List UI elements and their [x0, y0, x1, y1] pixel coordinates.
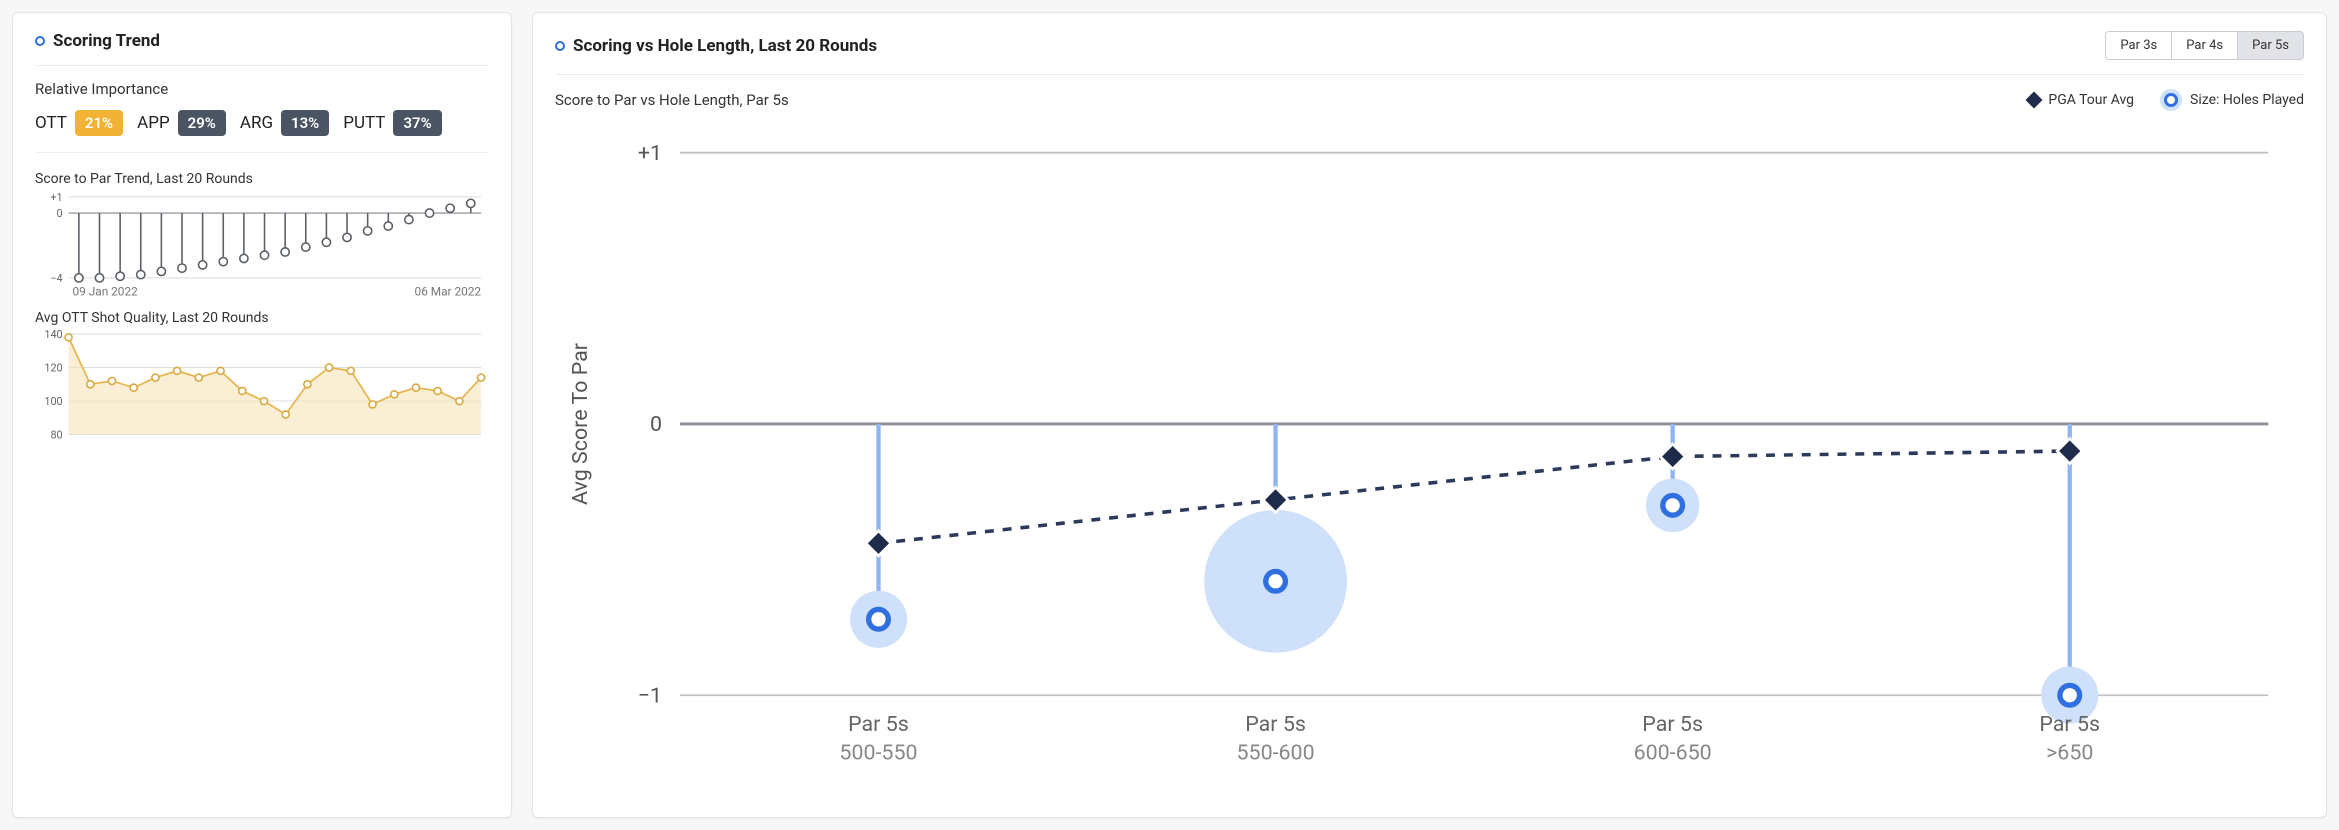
chart-subtitle: Score to Par vs Hole Length, Par 5s: [555, 91, 789, 109]
legend-bubble-label: Size: Holes Played: [2190, 92, 2304, 108]
svg-text:550-600: 550-600: [1237, 740, 1315, 765]
svg-text:+1: +1: [50, 191, 62, 204]
hole-length-card: Scoring vs Hole Length, Last 20 Rounds P…: [532, 12, 2327, 818]
svg-text:Par 5s: Par 5s: [1245, 712, 1306, 737]
svg-text:140: 140: [44, 330, 62, 341]
svg-text:Par 5s: Par 5s: [2039, 712, 2100, 737]
importance-badge: 21%: [75, 110, 123, 136]
diamond-icon: [2026, 92, 2043, 109]
score-trend-chart: +1 0 −4 09 Jan 2022 06 Mar 2022: [35, 191, 489, 300]
tab-par[interactable]: Par 3s: [2106, 32, 2172, 59]
bullet-icon: [555, 41, 565, 51]
par-tabs: Par 3sPar 4sPar 5s: [2105, 31, 2304, 60]
svg-text:Par 5s: Par 5s: [1642, 712, 1703, 737]
tab-par[interactable]: Par 5s: [2238, 32, 2303, 59]
svg-text:0: 0: [57, 207, 63, 220]
importance-label: APP: [137, 113, 170, 133]
svg-text:09 Jan 2022: 09 Jan 2022: [73, 285, 139, 299]
legend-pga: PGA Tour Avg: [2028, 92, 2134, 108]
svg-text:−4: −4: [50, 272, 62, 285]
svg-text:>650: >650: [2046, 740, 2093, 765]
hole-length-title: Scoring vs Hole Length, Last 20 Rounds: [555, 36, 877, 56]
svg-text:0: 0: [650, 412, 662, 437]
svg-text:Avg Score To Par: Avg Score To Par: [568, 343, 593, 505]
importance-heading: Relative Importance: [35, 80, 489, 98]
importance-row: OTT 21% APP 29% ARG 13% PUTT 37%: [35, 110, 489, 153]
ott-chart: 140 120 100 80: [35, 330, 489, 448]
svg-text:120: 120: [44, 361, 62, 374]
legend-pga-label: PGA Tour Avg: [2048, 92, 2134, 108]
svg-text:−1: −1: [638, 683, 662, 708]
scoring-trend-title: Scoring Trend: [35, 31, 160, 51]
importance-badge: 13%: [281, 110, 329, 136]
svg-text:80: 80: [50, 428, 62, 441]
scoring-trend-card: Scoring Trend Relative Importance OTT 21%…: [12, 12, 512, 818]
svg-text:600-650: 600-650: [1634, 740, 1712, 765]
importance-item: APP 29%: [137, 110, 226, 136]
bubble-icon: [2160, 89, 2182, 111]
importance-badge: 29%: [178, 110, 226, 136]
scoring-trend-title-text: Scoring Trend: [53, 31, 160, 51]
importance-label: PUTT: [343, 113, 385, 133]
importance-badge: 37%: [393, 110, 441, 136]
svg-text:100: 100: [44, 395, 62, 408]
svg-text:+1: +1: [638, 141, 662, 166]
bullet-icon: [35, 36, 45, 46]
tab-par[interactable]: Par 4s: [2172, 32, 2238, 59]
svg-text:Par 5s: Par 5s: [848, 712, 909, 737]
hole-length-title-text: Scoring vs Hole Length, Last 20 Rounds: [573, 36, 877, 56]
importance-item: ARG 13%: [240, 110, 329, 136]
importance-label: OTT: [35, 113, 67, 133]
svg-text:06 Mar 2022: 06 Mar 2022: [415, 285, 482, 299]
ott-label: Avg OTT Shot Quality, Last 20 Rounds: [35, 310, 489, 326]
legend: PGA Tour Avg Size: Holes Played: [2028, 89, 2304, 111]
svg-text:500-550: 500-550: [839, 740, 917, 765]
hole-length-chart: Avg Score To Par +1 0 −1 Par 5s 500-550 Par 5s…: [555, 117, 2304, 795]
legend-bubble: Size: Holes Played: [2160, 89, 2304, 111]
importance-item: PUTT 37%: [343, 110, 441, 136]
importance-item: OTT 21%: [35, 110, 123, 136]
importance-label: ARG: [240, 113, 273, 133]
score-trend-label: Score to Par Trend, Last 20 Rounds: [35, 171, 489, 187]
